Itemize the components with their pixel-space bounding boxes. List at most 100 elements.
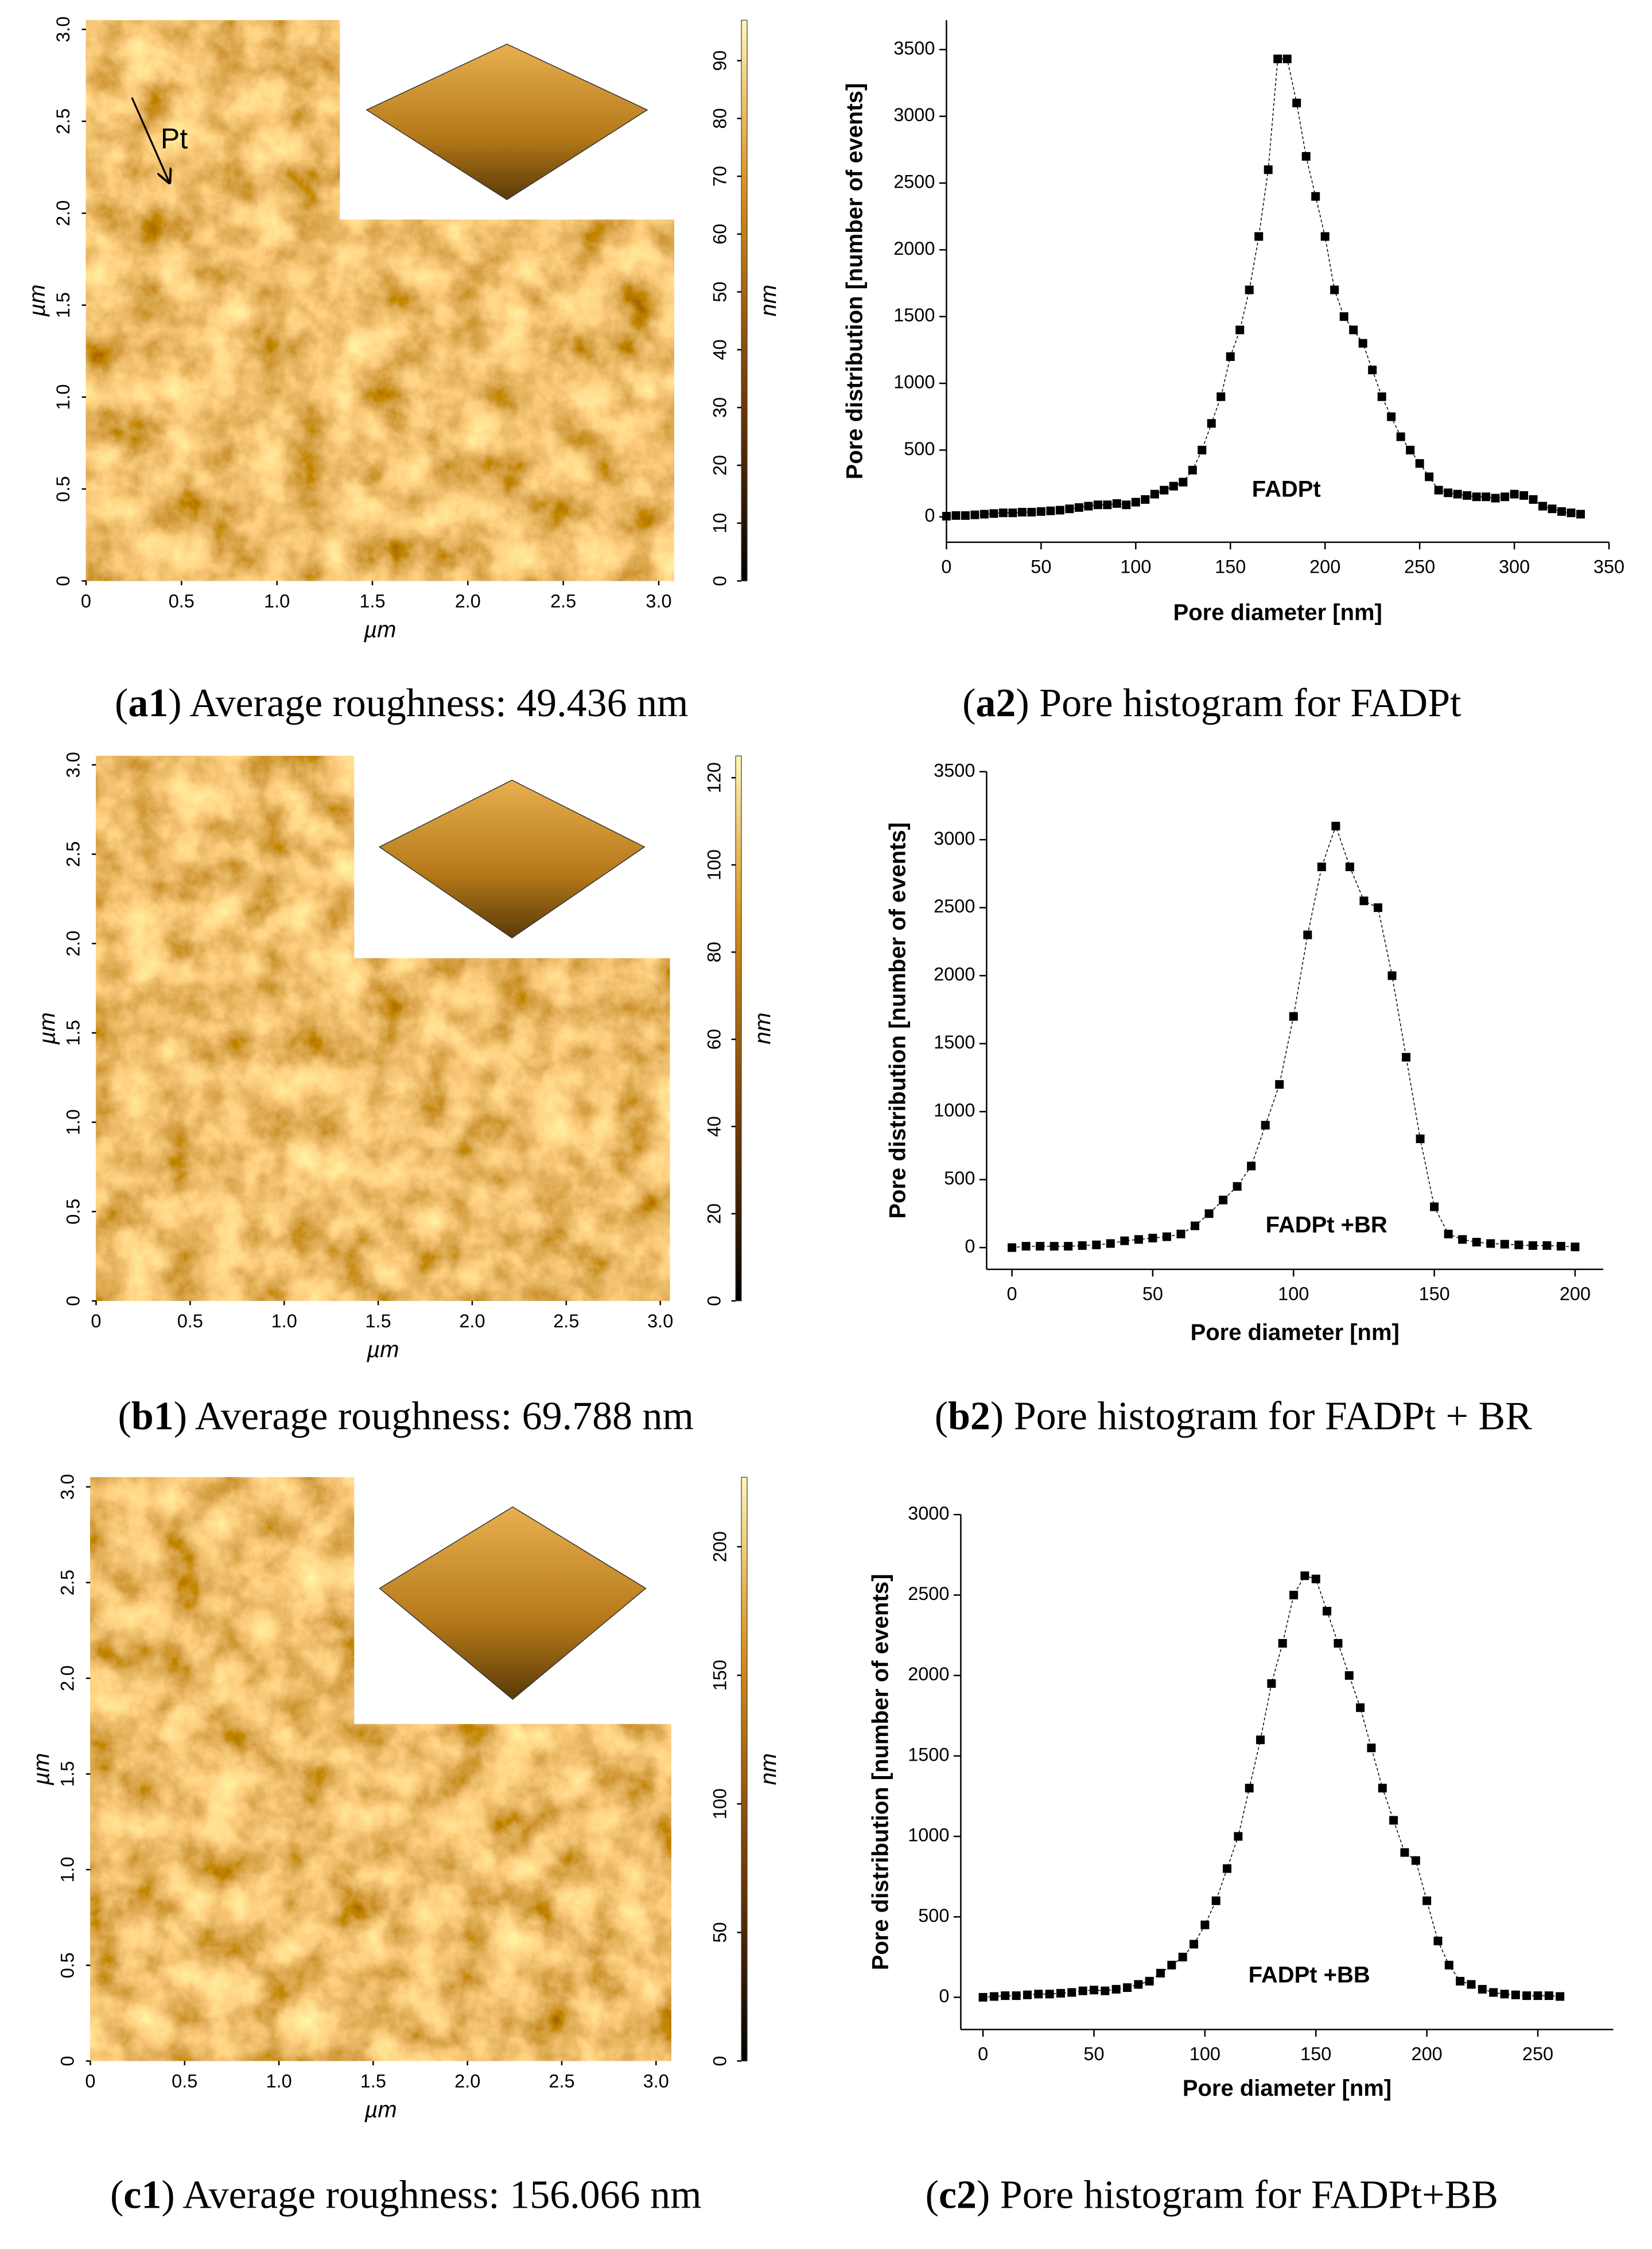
data-point bbox=[1101, 1986, 1110, 1995]
data-point bbox=[1131, 498, 1140, 507]
caption-part: c2 bbox=[939, 2173, 977, 2217]
y-tick-label: 1500 bbox=[934, 1032, 975, 1052]
x-axis-label: µm bbox=[364, 2097, 397, 2122]
data-point bbox=[1282, 55, 1292, 64]
data-point bbox=[1134, 1235, 1143, 1244]
data-point bbox=[1120, 1236, 1129, 1245]
data-point bbox=[1430, 1202, 1439, 1211]
caption-part: ( bbox=[935, 1394, 948, 1438]
colorbar-tick-label: 150 bbox=[710, 1660, 730, 1691]
x-tick-label: 2.0 bbox=[459, 1311, 485, 1331]
x-tick-label: 0 bbox=[81, 591, 91, 611]
x-tick-label: 0 bbox=[91, 1311, 101, 1331]
y-tick-label: 0 bbox=[965, 1236, 975, 1257]
data-point bbox=[1247, 1162, 1256, 1171]
data-point bbox=[1482, 492, 1491, 502]
data-point bbox=[1056, 1988, 1065, 1998]
data-point bbox=[1444, 1229, 1453, 1238]
y-tick-label: 3000 bbox=[934, 828, 975, 849]
data-point bbox=[1453, 490, 1462, 499]
colorbar-label: nm bbox=[756, 1753, 782, 1785]
data-point bbox=[1055, 506, 1064, 515]
data-point bbox=[998, 508, 1008, 518]
x-axis-label: µm bbox=[366, 1337, 399, 1362]
data-point bbox=[1198, 445, 1207, 455]
data-point bbox=[1368, 366, 1377, 375]
colorbar-tick-label: 30 bbox=[710, 397, 730, 418]
data-point bbox=[1179, 477, 1188, 487]
data-point bbox=[1339, 312, 1348, 321]
x-tick-label: 1.5 bbox=[359, 591, 385, 611]
data-point bbox=[1092, 1240, 1101, 1249]
x-tick-label: 200 bbox=[1412, 2044, 1443, 2064]
data-point bbox=[1344, 1671, 1354, 1680]
data-point bbox=[1162, 1232, 1171, 1241]
caption-part: ) Average roughness: 69.788 nm bbox=[174, 1394, 694, 1438]
caption-part: ( bbox=[110, 2173, 123, 2217]
data-point bbox=[1358, 339, 1367, 348]
data-point bbox=[1021, 1242, 1031, 1251]
data-point bbox=[1387, 971, 1397, 980]
y-tick-label: 0.5 bbox=[53, 476, 73, 502]
x-tick-label: 1.5 bbox=[360, 2071, 386, 2091]
data-point bbox=[1456, 1976, 1465, 1986]
data-point bbox=[970, 510, 979, 519]
colorbar-tick-label: 50 bbox=[710, 282, 730, 302]
data-point bbox=[1292, 98, 1301, 107]
colorbar-tick-label: 90 bbox=[710, 51, 730, 71]
y-tick-label: 500 bbox=[944, 1168, 975, 1188]
y-tick-label: 2.5 bbox=[57, 1570, 78, 1595]
y-tick-label: 2500 bbox=[893, 172, 935, 192]
data-point bbox=[1300, 1571, 1309, 1580]
data-point bbox=[1089, 1986, 1098, 1995]
connecting-line bbox=[946, 58, 1581, 517]
data-point bbox=[1289, 1012, 1298, 1021]
y-tick-label: 1.5 bbox=[57, 1761, 78, 1787]
data-point bbox=[1148, 1233, 1157, 1242]
x-tick-label: 150 bbox=[1300, 2044, 1331, 2064]
y-tick-label: 1000 bbox=[893, 372, 935, 393]
colorbar-tick-label: 40 bbox=[710, 339, 730, 360]
data-point bbox=[951, 511, 961, 520]
caption-part: ) Pore histogram for FADPt bbox=[1016, 681, 1461, 725]
colorbar bbox=[741, 1477, 748, 2062]
data-point bbox=[1160, 485, 1169, 495]
x-tick-label: 200 bbox=[1560, 1283, 1591, 1304]
data-point bbox=[1216, 392, 1226, 401]
colorbar-tick-label: 40 bbox=[704, 1116, 725, 1137]
connecting-line bbox=[1012, 825, 1576, 1248]
data-point bbox=[1411, 1856, 1420, 1865]
data-point bbox=[1528, 1241, 1537, 1250]
data-point bbox=[1188, 465, 1197, 475]
y-tick-label: 2.0 bbox=[53, 200, 73, 226]
data-point bbox=[1571, 1242, 1580, 1252]
colorbar-label: nm bbox=[756, 285, 782, 317]
colorbar-tick-label: 10 bbox=[710, 513, 730, 534]
data-point bbox=[1320, 232, 1330, 241]
data-point bbox=[1036, 1242, 1045, 1251]
data-point bbox=[978, 1992, 988, 2002]
y-tick-label: 0 bbox=[924, 505, 935, 526]
x-axis-label: µm bbox=[363, 617, 396, 642]
data-point bbox=[1425, 472, 1434, 481]
data-point bbox=[1273, 55, 1282, 64]
data-point bbox=[1359, 896, 1369, 906]
data-point bbox=[1049, 1242, 1059, 1251]
data-point bbox=[1235, 325, 1245, 335]
x-tick-label: 2.5 bbox=[553, 1311, 579, 1331]
y-tick-label: 2.5 bbox=[63, 841, 84, 867]
data-point bbox=[1256, 1735, 1265, 1745]
colorbar-tick-label: 100 bbox=[704, 849, 725, 880]
data-point bbox=[1434, 485, 1443, 495]
y-axis-label: µm bbox=[25, 285, 50, 317]
y-tick-label: 3.0 bbox=[57, 1474, 78, 1500]
x-tick-label: 0 bbox=[941, 556, 951, 577]
data-point bbox=[1001, 1991, 1010, 2001]
data-point bbox=[1556, 1992, 1565, 2001]
caption-part: b2 bbox=[948, 1394, 990, 1438]
x-axis-label: Pore diameter [nm] bbox=[1191, 1320, 1400, 1345]
data-point bbox=[1416, 1134, 1425, 1143]
x-tick-label: 1.5 bbox=[366, 1311, 391, 1331]
caption-part: ( bbox=[962, 681, 975, 725]
